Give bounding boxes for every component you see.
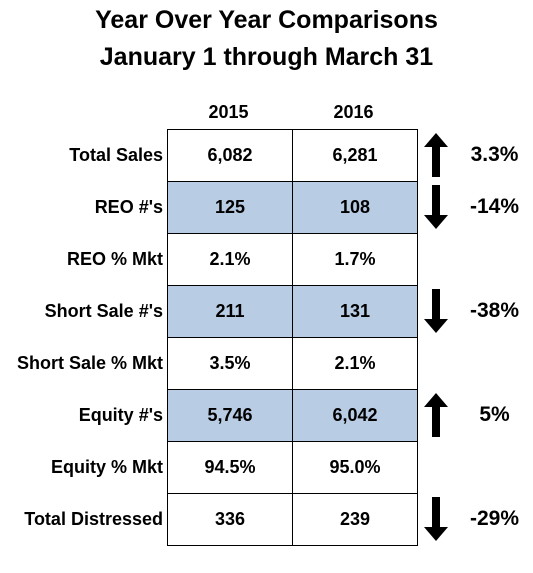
- cell-2016: 108: [292, 181, 418, 234]
- cell-2016: 239: [292, 493, 418, 546]
- title-line-1: Year Over Year Comparisons: [95, 6, 438, 34]
- cell-2015: 2.1%: [167, 233, 293, 286]
- row-label: Equity % Mkt: [50, 457, 163, 477]
- table-row: 2.1% 1.7%: [167, 233, 418, 286]
- cell-2016: 2.1%: [292, 337, 418, 390]
- table-row: 94.5% 95.0%: [167, 441, 418, 494]
- arrow-down-icon: [424, 497, 448, 541]
- comparison-table: 6,082 6,281 125 108 2.1% 1.7% 211 131 3.5% 2.1% 5,…: [167, 129, 418, 546]
- row-label: REO % Mkt: [66, 249, 163, 269]
- change-percent: 5%: [479, 403, 510, 426]
- cell-2016: 95.0%: [292, 441, 418, 494]
- arrow-up-icon: [424, 133, 448, 177]
- cell-2016: 131: [292, 285, 418, 338]
- cell-2016: 6,042: [292, 389, 418, 442]
- row-label: Total Sales: [69, 145, 163, 165]
- column-header-2015: 2015: [208, 102, 249, 122]
- change-percent: -14%: [469, 195, 520, 218]
- cell-2015: 5,746: [167, 389, 293, 442]
- change-percent: -29%: [469, 507, 520, 530]
- cell-2015: 125: [167, 181, 293, 234]
- row-label: Total Distressed: [24, 509, 163, 529]
- cell-2015: 3.5%: [167, 337, 293, 390]
- cell-2015: 6,082: [167, 129, 293, 182]
- row-label: Equity #'s: [78, 405, 163, 425]
- cell-2016: 6,281: [292, 129, 418, 182]
- column-header-2016: 2016: [333, 102, 374, 122]
- cell-2015: 336: [167, 493, 293, 546]
- table-row: 125 108: [167, 181, 418, 234]
- cell-2015: 211: [167, 285, 293, 338]
- row-label: Short Sale % Mkt: [16, 353, 163, 373]
- change-percent: -38%: [469, 299, 520, 322]
- table-row: 5,746 6,042: [167, 389, 418, 442]
- row-label: Short Sale #'s: [44, 301, 163, 321]
- table-row: 336 239: [167, 493, 418, 546]
- cell-2016: 1.7%: [292, 233, 418, 286]
- row-label: REO #'s: [94, 197, 163, 217]
- arrow-up-icon: [424, 393, 448, 437]
- change-percent: 3.3%: [470, 143, 519, 166]
- table-row: 6,082 6,281: [167, 129, 418, 182]
- cell-2015: 94.5%: [167, 441, 293, 494]
- arrow-down-icon: [424, 289, 448, 333]
- title-line-2: January 1 through March 31: [99, 43, 434, 71]
- table-row: 211 131: [167, 285, 418, 338]
- arrow-down-icon: [424, 185, 448, 229]
- table-row: 3.5% 2.1%: [167, 337, 418, 390]
